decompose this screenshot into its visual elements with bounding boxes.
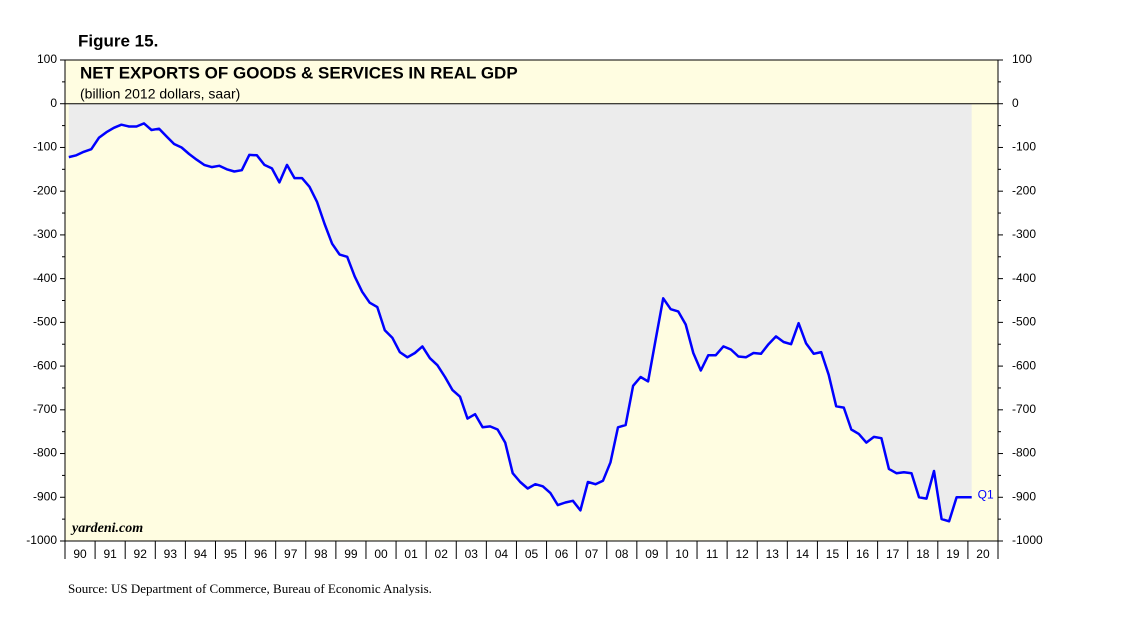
x-tick-label: 07 <box>585 547 599 561</box>
y-tick-label: -400 <box>33 271 57 285</box>
watermark: yardeni.com <box>70 521 143 536</box>
x-tick-label: 00 <box>374 547 388 561</box>
x-tick-label: 06 <box>555 547 569 561</box>
x-tick-label: 99 <box>344 547 358 561</box>
y2-tick-label: -900 <box>1012 489 1036 503</box>
x-tick-label: 95 <box>224 547 238 561</box>
y-tick-label: -200 <box>33 183 57 197</box>
x-tick-label: 01 <box>404 547 418 561</box>
y2-tick-label: -200 <box>1012 183 1036 197</box>
x-tick-label: 91 <box>103 547 117 561</box>
x-tick-label: 17 <box>886 547 900 561</box>
y-tick-label: -500 <box>33 315 57 329</box>
x-tick-label: 02 <box>435 547 449 561</box>
x-tick-label: 97 <box>284 547 298 561</box>
y-tick-label: -900 <box>33 489 57 503</box>
y2-tick-label: -1000 <box>1012 533 1043 547</box>
y-tick-label: -1000 <box>26 533 57 547</box>
x-tick-label: 03 <box>465 547 479 561</box>
chart-subtitle: (billion 2012 dollars, saar) <box>80 86 240 102</box>
series-line <box>68 122 972 523</box>
x-tick-label: 13 <box>766 547 780 561</box>
x-tick-label: 10 <box>675 547 689 561</box>
x-tick-label: 19 <box>946 547 960 561</box>
y-tick-label: -800 <box>33 446 57 460</box>
x-tick-label: 93 <box>164 547 178 561</box>
x-tick-label: 04 <box>495 547 509 561</box>
y2-tick-label: -500 <box>1012 315 1036 329</box>
chart-title: NET EXPORTS OF GOODS & SERVICES IN REAL … <box>80 63 518 82</box>
x-tick-label: 94 <box>194 547 208 561</box>
x-tick-label: 11 <box>706 547 719 561</box>
x-tick-label: 92 <box>134 547 148 561</box>
y-tick-label: -300 <box>33 227 57 241</box>
x-tick-label: 14 <box>796 547 810 561</box>
x-tick-label: 96 <box>254 547 268 561</box>
y2-tick-label: 0 <box>1012 96 1019 110</box>
x-tick-label: 90 <box>73 547 87 561</box>
y2-tick-label: -300 <box>1012 227 1036 241</box>
shaded-area <box>68 103 972 522</box>
y-tick-label: -700 <box>33 402 57 416</box>
x-tick-label: 09 <box>645 547 659 561</box>
x-tick-label: 08 <box>615 547 629 561</box>
x-tick-label: 98 <box>314 547 328 561</box>
x-tick-label: 20 <box>976 547 990 561</box>
source-note: Source: US Department of Commerce, Burea… <box>68 581 432 596</box>
y2-tick-label: -700 <box>1012 402 1036 416</box>
y2-tick-label: 100 <box>1012 52 1032 66</box>
x-tick-label: 16 <box>856 547 870 561</box>
y2-tick-label: -800 <box>1012 446 1036 460</box>
x-tick-label: 18 <box>916 547 930 561</box>
y2-tick-label: -100 <box>1012 140 1036 154</box>
x-tick-label: 15 <box>826 547 840 561</box>
x-tick-label: 12 <box>735 547 749 561</box>
y2-tick-label: -400 <box>1012 271 1036 285</box>
y2-tick-label: -600 <box>1012 358 1036 372</box>
y-tick-label: -600 <box>33 358 57 372</box>
y-tick-label: 0 <box>50 96 57 110</box>
end-annotation: Q1 <box>978 487 994 501</box>
x-tick-label: 05 <box>525 547 539 561</box>
plot-layer <box>65 103 998 523</box>
figure-label: Figure 15. <box>78 31 158 50</box>
y-tick-label: -100 <box>33 140 57 154</box>
y-tick-label: 100 <box>37 52 57 66</box>
